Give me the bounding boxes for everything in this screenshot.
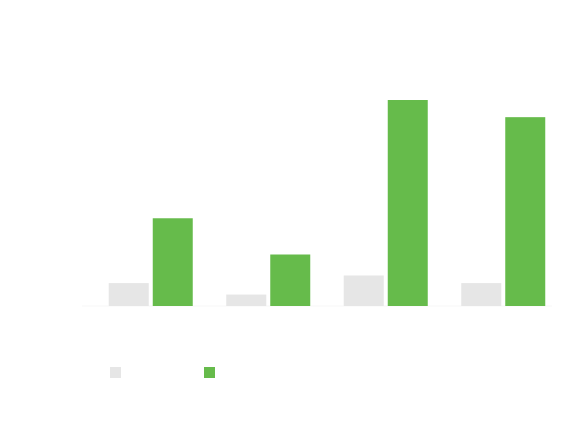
bar-series-2-category-3 (387, 100, 428, 306)
bar-series-2-category-2 (270, 254, 311, 306)
bar-series-2-category-1 (152, 218, 193, 306)
bar-series-1-category-3 (343, 275, 384, 306)
legend-swatch-series-1 (110, 367, 121, 378)
legend (110, 367, 215, 378)
bar-series-1-category-4 (461, 283, 502, 306)
bar-series-2-category-4 (505, 117, 546, 307)
bar-series-1-category-2 (226, 294, 267, 306)
plot-area (82, 100, 552, 307)
legend-swatch-series-2 (204, 367, 215, 378)
bar-series-1-category-1 (108, 283, 149, 306)
